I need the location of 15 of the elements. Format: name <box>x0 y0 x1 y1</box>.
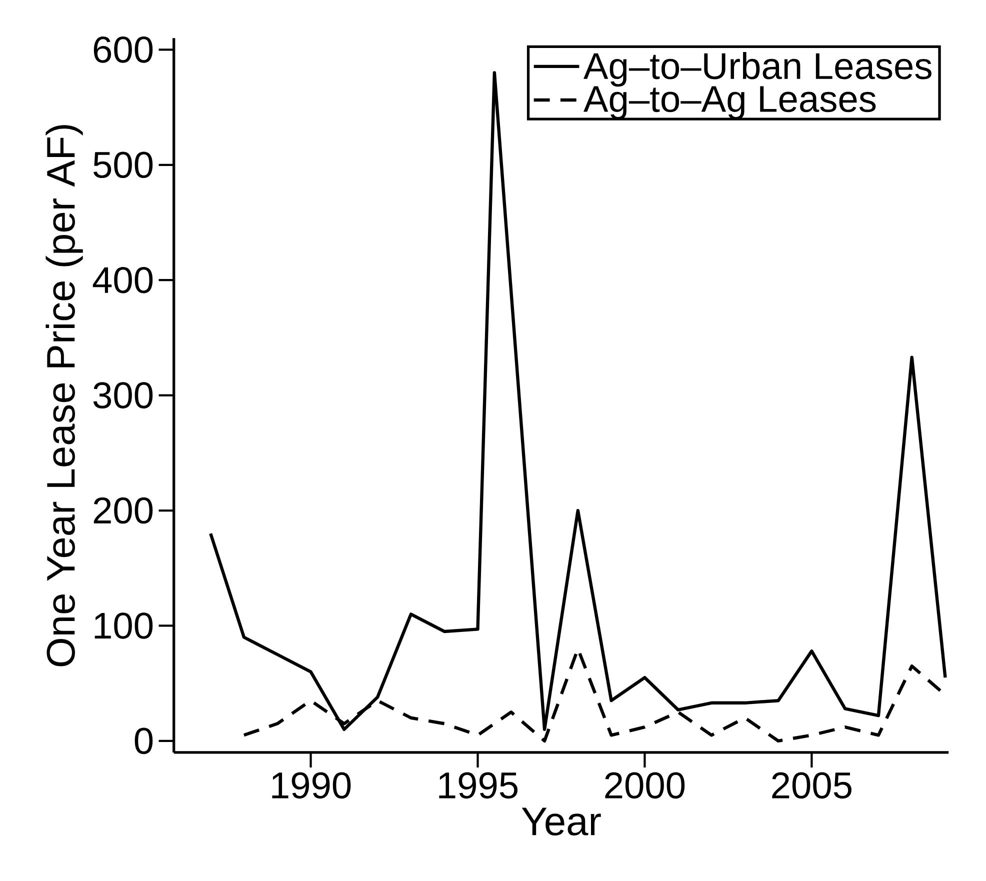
y-axis-title: One Year Lease Price (per AF) <box>46 125 83 666</box>
legend-label: Ag–to–Ag Leases <box>584 86 876 120</box>
x-tick-label: 1995 <box>439 772 518 799</box>
y-tick-label: 400 <box>92 266 153 294</box>
y-tick-label: 100 <box>94 612 153 639</box>
y-tick-label: 500 <box>93 152 153 178</box>
y-tick-label: 200 <box>94 497 153 524</box>
x-tick-label: 2005 <box>772 772 852 799</box>
y-tick-label: 600 <box>94 36 153 63</box>
x-tick-label: 2000 <box>605 772 685 799</box>
y-tick-label: 300 <box>93 382 153 408</box>
x-axis-title: Year <box>522 808 601 836</box>
legend-label: Ag–to–Urban Leases <box>584 52 932 87</box>
y-tick-label: 0 <box>134 728 153 754</box>
x-tick-label: 1990 <box>272 772 351 799</box>
